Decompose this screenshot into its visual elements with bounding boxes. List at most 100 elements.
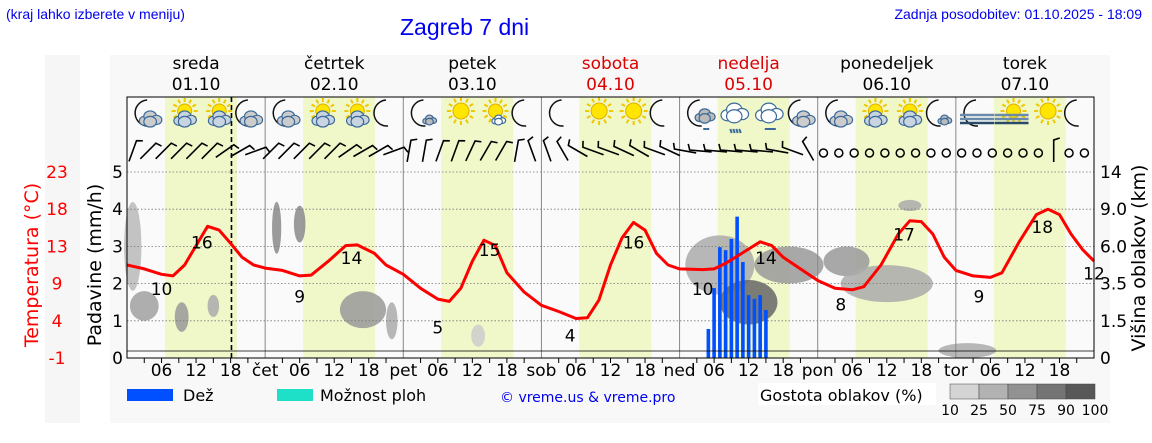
wind-barb-icon [244, 146, 271, 156]
legend-rain-swatch [127, 389, 173, 401]
wind-barb-icon [201, 142, 224, 160]
wind-barb-icon [613, 139, 635, 157]
temp-tick: -1 [49, 349, 66, 369]
temperature-label: 10 [692, 280, 714, 300]
wind-barb-icon [262, 142, 285, 160]
night-small-cloud-icon [410, 99, 438, 127]
x-day-label: pon [802, 361, 834, 381]
wind-barb-icon [293, 142, 316, 160]
wind-barb-icon [353, 144, 378, 158]
sun-cloud-icon [171, 98, 198, 128]
temperature-label: 17 [893, 226, 915, 246]
wind-barb-icon [733, 143, 758, 153]
wind-barb-icon [527, 136, 537, 162]
x-day-label: pet [389, 361, 417, 381]
wind-barb-icon [338, 143, 363, 158]
cloud-density-tick: 90 [1057, 403, 1075, 419]
temp-axis-panel [45, 55, 80, 423]
temperature-label: 9 [973, 288, 984, 308]
cloud-density-blob [293, 205, 306, 243]
day-date: 05.10 [724, 75, 773, 95]
wind-barb-icon [748, 143, 774, 153]
page-title: Zagreb 7 dni [400, 14, 530, 40]
temperature-label: 10 [151, 280, 173, 300]
wind-barb-icon [155, 142, 178, 160]
calm-wind-icon [910, 148, 921, 158]
calm-wind-icon [818, 148, 829, 158]
day-name: sreda [173, 54, 220, 74]
legend-showers-swatch [277, 389, 313, 401]
daylight-band [441, 97, 514, 358]
calm-wind-icon [1079, 148, 1090, 158]
wind-barb-icon [494, 140, 513, 161]
temp-tick: 23 [46, 163, 68, 183]
wind-barb-icon [323, 142, 347, 160]
cloud-rain-icon [754, 102, 784, 130]
x-hour-label: 18 [634, 361, 656, 381]
temperature-label: 16 [191, 233, 213, 253]
daylight-band [855, 97, 928, 358]
day-date: 06.10 [862, 75, 911, 95]
cloud-density-tick: 25 [970, 403, 988, 419]
copyright-link[interactable]: © vreme.us & vreme.pro [500, 390, 675, 406]
cloud-height-axis-label: Višina oblakov (km) [1128, 165, 1150, 352]
x-hour-label: 12 [876, 361, 898, 381]
temperature-label: 15 [479, 241, 501, 261]
moon-icon [1063, 99, 1079, 127]
day-name: sobota [582, 54, 640, 74]
x-hour-label: 12 [738, 361, 760, 381]
cloud-legend-bg [758, 383, 936, 405]
calm-wind-icon [1064, 148, 1074, 158]
wind-barb-icon [277, 142, 301, 160]
temperature-label: 4 [565, 326, 576, 346]
day-name: petek [448, 54, 496, 74]
x-day-label: ned [664, 361, 696, 381]
sun-icon [585, 97, 614, 125]
cloud-density-swatch [1036, 383, 1067, 400]
precip-tick: 4 [112, 200, 123, 220]
night-cloud-icon [134, 99, 163, 128]
calm-wind-icon [1033, 148, 1044, 158]
rain-bar [764, 310, 768, 358]
wind-barb-icon [702, 143, 728, 153]
wind-barb-icon [513, 138, 525, 162]
cloud-density-blob [938, 343, 997, 358]
cloud-density-blob [272, 201, 282, 254]
precip-tick: 5 [112, 163, 123, 183]
wind-barb-icon [450, 139, 466, 162]
wind-barb-icon [308, 142, 331, 160]
temp-tick: 9 [52, 275, 63, 295]
day-date: 01.10 [172, 75, 221, 95]
sun-icon [619, 97, 648, 125]
night-cloud-icon [272, 99, 301, 128]
cloud-density-blob [471, 324, 486, 347]
wind-barb-icon [687, 143, 712, 153]
cloud-density-swatch [978, 383, 1009, 400]
x-hour-label: 18 [358, 361, 380, 381]
x-hour-label: 06 [151, 361, 173, 381]
sun-cloud-icon [344, 98, 371, 128]
night-cloud-icon [235, 99, 264, 128]
wind-barb-icon [230, 144, 255, 158]
wind-barb-icon [801, 136, 815, 161]
wind-barb-icon [718, 143, 743, 153]
day-date: 02.10 [310, 75, 359, 95]
night-cloud-icon [787, 99, 816, 128]
x-hour-label: 06 [703, 361, 725, 381]
wind-barb-icon [465, 140, 482, 162]
precip-tick: 2 [112, 275, 123, 295]
rain-bar [735, 216, 739, 358]
temperature-label: 14 [755, 249, 777, 269]
wind-barb-icon [781, 140, 804, 156]
wind-barb-icon [542, 136, 552, 162]
cloud-density-label: Gostota oblakov (%) [760, 386, 923, 405]
wind-barb-icon [764, 142, 789, 154]
temp-tick: 4 [52, 312, 63, 332]
wind-barb-icon [643, 140, 666, 156]
calm-wind-icon [864, 148, 875, 158]
night-cloud-icon [825, 99, 854, 128]
cloud-density-blob [207, 294, 220, 318]
sun-fog-icon [994, 98, 1029, 125]
legend-rain-label: Dež [183, 386, 214, 405]
wind-barb-icon [435, 139, 450, 162]
